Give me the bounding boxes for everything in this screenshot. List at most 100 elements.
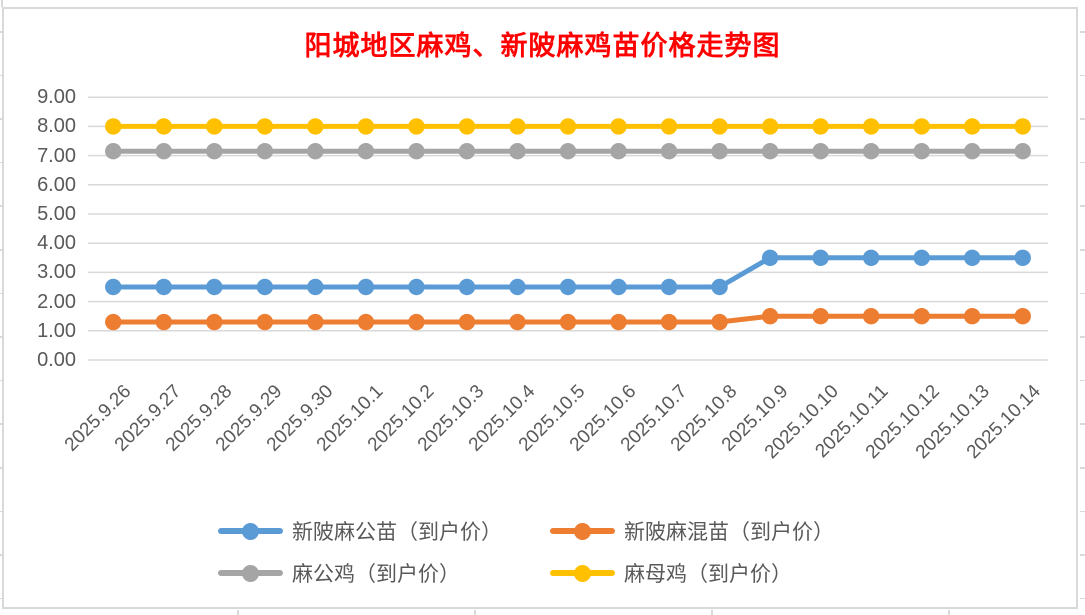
data-point — [559, 143, 577, 160]
data-point — [761, 249, 779, 266]
data-point — [458, 313, 476, 331]
legend-marker-icon — [218, 516, 283, 546]
data-point — [1014, 143, 1031, 160]
data-point — [509, 313, 526, 331]
data-point — [913, 143, 930, 160]
data-point — [307, 118, 324, 135]
data-point — [256, 313, 274, 331]
data-point — [660, 118, 678, 135]
data-point — [256, 143, 274, 160]
spreadsheet-gridline-stub — [237, 610, 239, 615]
data-point — [660, 313, 678, 331]
data-point — [357, 143, 375, 160]
data-point — [155, 143, 172, 160]
data-point — [711, 278, 728, 296]
data-point — [913, 249, 930, 266]
legend-dot — [574, 565, 591, 582]
legend-label: 新陂麻公苗（到户价） — [292, 520, 502, 544]
data-point — [862, 143, 880, 160]
spreadsheet-gridline-stub — [0, 554, 2, 556]
data-point — [964, 143, 981, 160]
legend-label: 麻母鸡（到户价） — [624, 562, 792, 586]
y-tick-label: 4.00 — [37, 232, 76, 255]
spreadsheet-gridline-stub — [0, 336, 2, 338]
spreadsheet-gridline-stub — [1080, 336, 1085, 338]
data-point — [559, 313, 577, 331]
data-point — [862, 249, 880, 266]
spreadsheet-gridline-stub — [1080, 249, 1085, 251]
y-tick-label: 5.00 — [37, 203, 76, 225]
data-point — [155, 278, 172, 296]
spreadsheet-gridline-stub — [1080, 161, 1085, 164]
legend-marker-icon — [550, 558, 615, 588]
spreadsheet-gridline-stub — [1080, 74, 1085, 77]
data-point — [761, 308, 779, 325]
spreadsheet-gridline-stub — [1080, 292, 1085, 295]
data-point — [105, 313, 122, 331]
data-point — [307, 143, 324, 160]
data-point — [206, 278, 223, 296]
data-point — [610, 143, 627, 160]
data-point — [357, 118, 375, 135]
data-point — [408, 313, 425, 331]
legend-dot — [242, 565, 259, 582]
data-point — [256, 278, 274, 296]
spreadsheet-gridline-stub — [1080, 31, 1085, 33]
legend-dot — [242, 523, 259, 540]
legend-marker-icon — [218, 558, 283, 588]
data-point — [256, 118, 274, 135]
data-point — [761, 118, 779, 135]
spreadsheet-gridline-stub — [0, 31, 2, 33]
spreadsheet-gridline-stub — [0, 205, 2, 207]
spreadsheet-gridline-stub — [711, 610, 713, 615]
spreadsheet-gridline-stub — [1080, 597, 1085, 600]
data-point — [408, 278, 425, 296]
data-point — [458, 118, 476, 135]
data-point — [812, 308, 829, 325]
data-point — [559, 118, 577, 135]
spreadsheet-gridline-stub — [0, 161, 2, 164]
legend-item-0: 新陂麻公苗（到户价） — [218, 516, 502, 546]
data-point — [509, 278, 526, 296]
data-point — [408, 118, 425, 135]
data-point — [105, 118, 122, 135]
y-tick-label: 0.00 — [37, 349, 76, 371]
data-point — [1014, 118, 1031, 135]
chart-border — [2, 7, 1078, 609]
spreadsheet-gridline-stub — [1080, 554, 1085, 556]
spreadsheet-gridline-stub — [1080, 205, 1085, 207]
data-point — [357, 313, 375, 331]
spreadsheet-gridline-stub — [0, 597, 2, 600]
data-point — [660, 278, 678, 296]
data-point — [559, 278, 577, 296]
spreadsheet-gridline-stub — [0, 118, 2, 120]
data-point — [1014, 249, 1031, 266]
y-tick-label: 9.00 — [37, 86, 76, 109]
data-point — [509, 143, 526, 160]
plot-area — [88, 96, 1048, 361]
legend-marker-icon — [550, 516, 615, 546]
spreadsheet-gridline-stub — [1080, 510, 1085, 513]
y-tick-label: 7.00 — [37, 144, 76, 167]
spreadsheet-gridline-stub — [1080, 423, 1085, 425]
spreadsheet-gridline-stub — [1080, 467, 1085, 469]
data-point — [610, 118, 627, 135]
data-point — [711, 313, 728, 331]
data-point — [155, 118, 172, 135]
data-point — [964, 249, 981, 266]
data-point — [458, 278, 476, 296]
data-point — [206, 118, 223, 135]
legend-label: 新陂麻混苗（到户价） — [624, 520, 834, 544]
data-point — [610, 278, 627, 296]
data-point — [610, 313, 627, 331]
data-point — [711, 118, 728, 135]
spreadsheet-gridline-stub — [474, 610, 476, 615]
data-point — [761, 143, 779, 160]
data-point — [812, 143, 829, 160]
data-point — [964, 308, 981, 325]
data-point — [307, 278, 324, 296]
data-point — [711, 143, 728, 160]
spreadsheet-gridline-stub — [948, 610, 950, 615]
data-point — [408, 143, 425, 160]
